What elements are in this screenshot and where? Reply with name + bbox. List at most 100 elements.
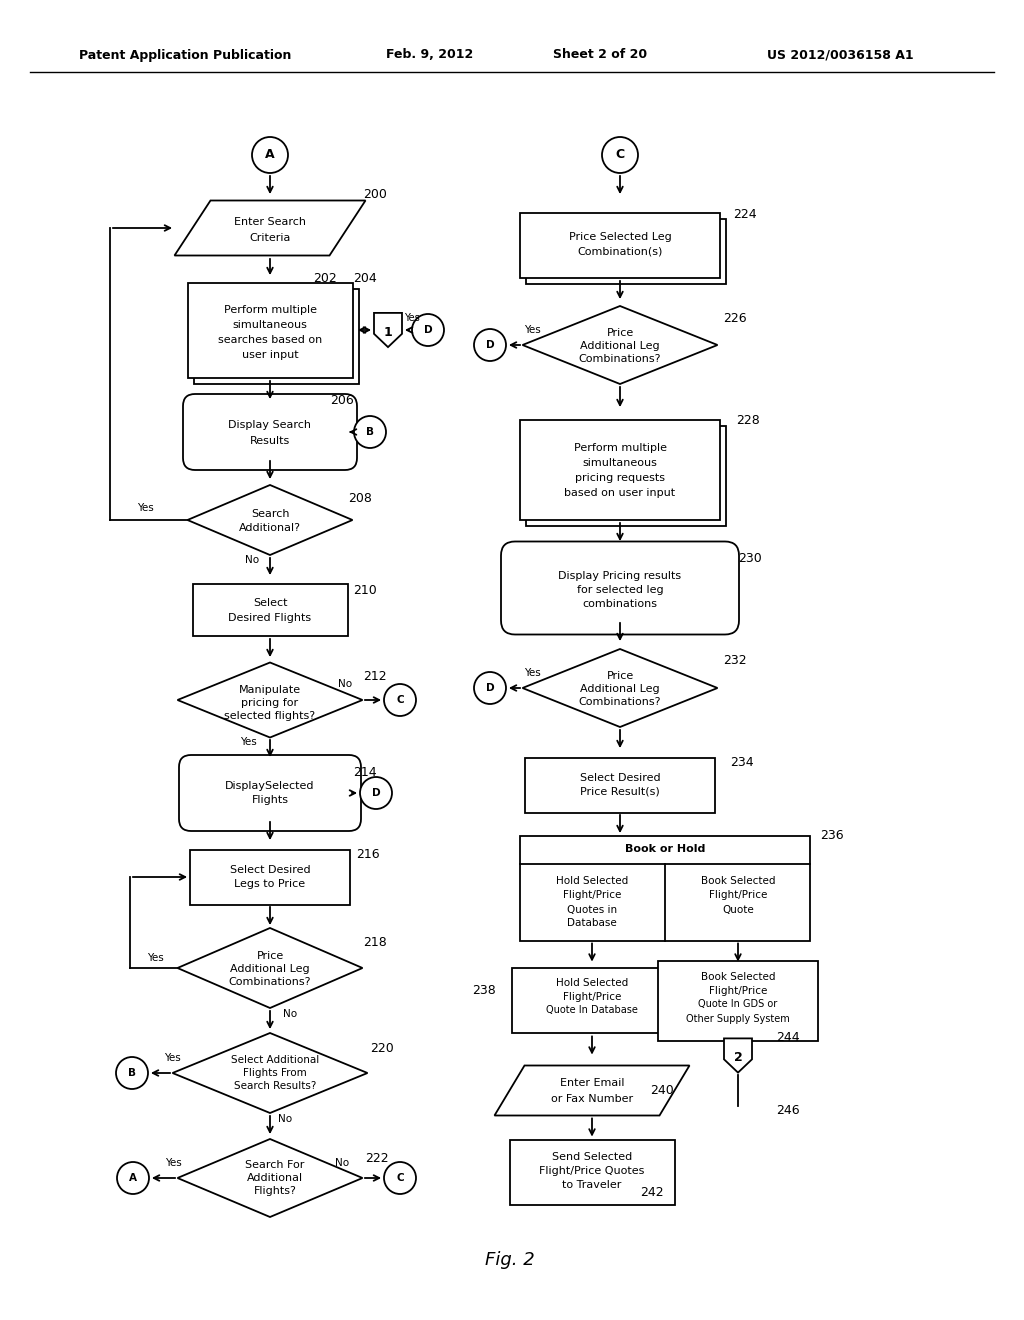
Text: Select Additional: Select Additional	[230, 1055, 319, 1065]
Polygon shape	[174, 201, 366, 256]
Text: 200: 200	[364, 189, 387, 202]
FancyBboxPatch shape	[183, 393, 357, 470]
Text: Additional: Additional	[247, 1173, 303, 1183]
Bar	[525, 758, 715, 813]
Text: Price Result(s): Price Result(s)	[581, 787, 659, 797]
Text: Database: Database	[567, 919, 616, 928]
Text: Price: Price	[256, 950, 284, 961]
Text: Flights: Flights	[252, 795, 289, 805]
Circle shape	[412, 314, 444, 346]
Text: 230: 230	[738, 552, 762, 565]
Text: 216: 216	[356, 849, 380, 862]
Circle shape	[117, 1162, 150, 1195]
Circle shape	[360, 777, 392, 809]
Text: simultaneous: simultaneous	[583, 458, 657, 469]
Polygon shape	[177, 663, 362, 738]
Text: Combinations?: Combinations?	[579, 697, 662, 708]
Bar	[520, 213, 720, 277]
Text: 234: 234	[730, 755, 754, 768]
Circle shape	[354, 416, 386, 447]
Text: Additional Leg: Additional Leg	[581, 684, 659, 694]
Text: D: D	[424, 325, 432, 335]
Bar	[658, 961, 818, 1040]
Text: 1: 1	[384, 326, 392, 338]
Text: 244: 244	[776, 1031, 800, 1044]
Text: user input: user input	[242, 350, 298, 360]
Text: Book Selected: Book Selected	[700, 972, 775, 982]
Text: Book or Hold: Book or Hold	[625, 845, 706, 854]
Text: B: B	[128, 1068, 136, 1078]
Circle shape	[384, 1162, 416, 1195]
Text: Price: Price	[606, 671, 634, 681]
Text: 242: 242	[640, 1185, 664, 1199]
Bar	[190, 850, 350, 904]
Text: Patent Application Publication: Patent Application Publication	[79, 49, 291, 62]
Text: based on user input: based on user input	[564, 488, 676, 498]
Text: Hold Selected: Hold Selected	[556, 978, 628, 987]
Text: or Fax Number: or Fax Number	[551, 1093, 633, 1104]
Text: 232: 232	[723, 653, 746, 667]
Text: Flights From: Flights From	[243, 1068, 307, 1078]
Text: No: No	[278, 1114, 292, 1125]
Text: Desired Flights: Desired Flights	[228, 612, 311, 623]
Text: Flight/Price Quotes: Flight/Price Quotes	[540, 1166, 645, 1176]
Text: B: B	[366, 426, 374, 437]
Text: 220: 220	[370, 1041, 394, 1055]
Circle shape	[602, 137, 638, 173]
Text: Search For: Search For	[246, 1160, 305, 1170]
Text: pricing for: pricing for	[242, 698, 299, 708]
Text: Enter Search: Enter Search	[234, 216, 306, 227]
Text: Yes: Yes	[136, 503, 154, 513]
Text: 238: 238	[472, 983, 496, 997]
Text: Price Selected Leg: Price Selected Leg	[568, 232, 672, 242]
Text: Enter Email: Enter Email	[560, 1077, 625, 1088]
Text: Yes: Yes	[146, 953, 164, 964]
Polygon shape	[177, 1139, 362, 1217]
Text: 218: 218	[364, 936, 387, 949]
Text: 228: 228	[736, 413, 760, 426]
Polygon shape	[172, 1034, 368, 1113]
Text: Book Selected: Book Selected	[700, 876, 775, 887]
Text: Price: Price	[606, 327, 634, 338]
Text: 202: 202	[313, 272, 337, 285]
Text: Yes: Yes	[164, 1053, 180, 1063]
Polygon shape	[374, 313, 402, 347]
Polygon shape	[187, 484, 352, 554]
Text: Yes: Yes	[523, 325, 541, 335]
Text: Other Supply System: Other Supply System	[686, 1014, 790, 1023]
Bar	[510, 1140, 675, 1205]
Text: 210: 210	[353, 583, 377, 597]
Text: Results: Results	[250, 436, 290, 446]
Text: Select Desired: Select Desired	[580, 774, 660, 783]
Text: combinations: combinations	[583, 599, 657, 609]
Text: Yes: Yes	[165, 1158, 181, 1168]
Text: Quote: Quote	[722, 904, 754, 915]
Text: Select: Select	[253, 598, 288, 609]
Text: searches based on: searches based on	[218, 335, 323, 345]
Text: selected flights?: selected flights?	[224, 711, 315, 721]
Text: No: No	[283, 1008, 297, 1019]
Text: simultaneous: simultaneous	[232, 319, 307, 330]
Text: DisplaySelected: DisplaySelected	[225, 781, 314, 791]
Bar	[526, 426, 726, 525]
Text: Legs to Price: Legs to Price	[234, 879, 305, 888]
Text: Hold Selected: Hold Selected	[556, 876, 628, 887]
Polygon shape	[177, 928, 362, 1008]
Text: A: A	[265, 149, 274, 161]
Text: US 2012/0036158 A1: US 2012/0036158 A1	[767, 49, 913, 62]
Text: for selected leg: for selected leg	[577, 585, 664, 595]
Bar	[193, 583, 347, 636]
Text: Flight/Price: Flight/Price	[563, 991, 622, 1002]
Text: 204: 204	[353, 272, 377, 285]
Circle shape	[474, 672, 506, 704]
Text: Feb. 9, 2012: Feb. 9, 2012	[386, 49, 474, 62]
Text: Search Results?: Search Results?	[233, 1081, 316, 1092]
Bar	[187, 282, 352, 378]
Text: D: D	[485, 341, 495, 350]
Bar	[526, 219, 726, 284]
Text: Quotes in: Quotes in	[567, 904, 617, 915]
Text: Perform multiple: Perform multiple	[573, 444, 667, 453]
Text: Additional?: Additional?	[239, 523, 301, 533]
Text: A: A	[129, 1173, 137, 1183]
Text: Additional Leg: Additional Leg	[230, 964, 310, 974]
